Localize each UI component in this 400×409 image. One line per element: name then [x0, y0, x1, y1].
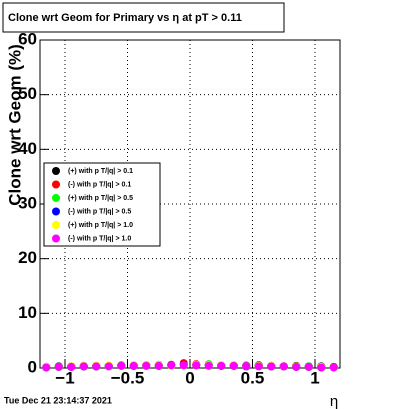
legend-label: (-) with p T/|q| > 1.0: [68, 235, 131, 242]
y-tick-label: 10: [18, 303, 37, 322]
y-tick-label: 40: [18, 139, 37, 158]
y-axis-label: Clone wrt Geom (%): [5, 44, 24, 206]
legend-marker: [52, 234, 60, 243]
marker: [254, 362, 263, 371]
legend-marker: [52, 167, 60, 175]
marker: [267, 362, 276, 371]
marker: [217, 361, 226, 370]
legend-label: (+) with p T/|q| > 1.0: [68, 222, 133, 229]
x-tick-label: −0.5: [111, 368, 145, 387]
marker: [204, 361, 213, 370]
marker: [104, 362, 113, 371]
legend-marker: [52, 207, 60, 216]
marker: [329, 363, 338, 372]
marker: [317, 363, 326, 372]
legend-label: (+) with p T/|q| > 0.1: [68, 168, 133, 175]
title-box: [2, 2, 285, 33]
marker: [279, 362, 288, 371]
y-tick-label: 50: [18, 84, 37, 103]
x-tick-label: 1: [310, 368, 319, 387]
legend-marker: [52, 180, 60, 189]
marker: [242, 361, 251, 370]
marker: [79, 362, 88, 371]
legend-box: [43, 162, 161, 247]
x-tick-label: 0.5: [241, 368, 265, 387]
marker: [229, 361, 238, 370]
x-tick-label: 0: [185, 368, 194, 387]
marker: [54, 362, 63, 371]
marker: [117, 361, 126, 370]
marker: [179, 361, 188, 370]
marker: [129, 361, 138, 370]
marker: [154, 361, 163, 370]
marker: [142, 361, 151, 370]
x-tick-label: −1: [55, 368, 74, 387]
legend-label: (-) with p T/|q| > 0.5: [68, 208, 131, 215]
x-axis-label: η: [330, 393, 338, 409]
y-tick-label: 60: [18, 29, 37, 48]
marker: [67, 362, 76, 371]
legend-label: (-) with p T/|q| > 0.1: [68, 181, 131, 188]
chart-title: Clone wrt Geom for Primary vs η at pT > …: [8, 12, 242, 24]
y-tick-label: 30: [18, 193, 37, 212]
marker: [42, 363, 51, 372]
legend-marker: [52, 194, 60, 202]
marker: [167, 361, 176, 370]
marker: [292, 362, 301, 371]
y-tick-label: 0: [28, 357, 37, 376]
marker: [92, 362, 101, 371]
marker: [192, 361, 201, 370]
legend-label: (+) with p T/|q| > 0.5: [68, 195, 133, 202]
legend-marker: [52, 221, 60, 229]
marker: [304, 362, 313, 371]
y-tick-label: 20: [18, 248, 37, 267]
timestamp: Tue Dec 21 23:14:37 2021: [4, 395, 112, 405]
